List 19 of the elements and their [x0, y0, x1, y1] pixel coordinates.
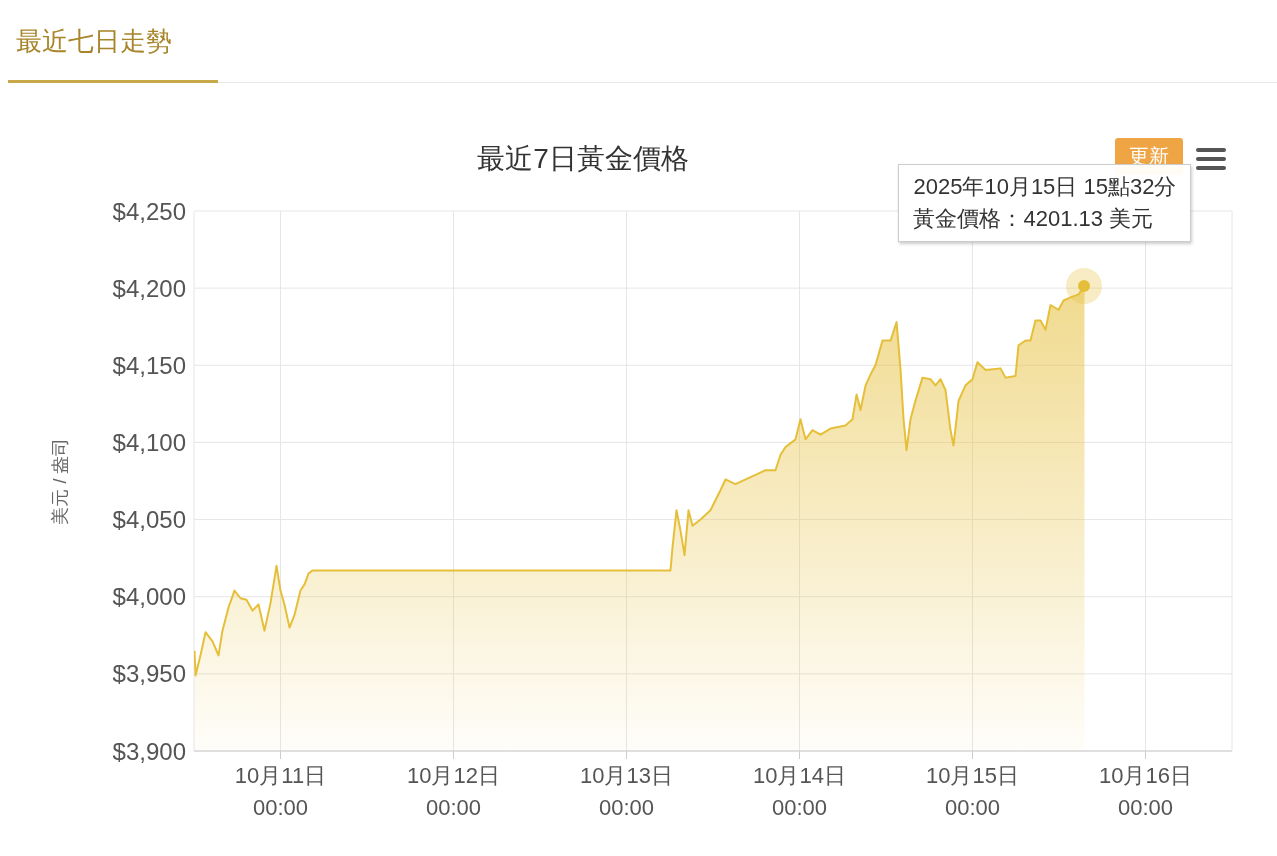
- y-tick-label: $4,200: [112, 274, 186, 302]
- y-tick-label: $4,250: [112, 197, 186, 225]
- y-tick-label: $3,950: [112, 660, 186, 688]
- y-axis-title: 美元 / 盎司: [49, 436, 71, 527]
- annotation: 黃金價格：4201.13 美元: [913, 205, 1155, 234]
- x-tick-label: 10月16日 00:00: [1099, 763, 1192, 820]
- y-tick-label: $4,050: [112, 506, 186, 534]
- y-tick-label: $4,100: [112, 428, 186, 456]
- y-tick-label: $3,900: [112, 737, 186, 765]
- x-tick-label: 10月11日 00:00: [234, 763, 327, 820]
- y-tick-label: $4,150: [112, 351, 186, 379]
- x-tick-label: 10月12日 00:00: [407, 763, 500, 820]
- y-tick-label: $4,000: [112, 583, 186, 611]
- x-tick-label: 10月14日 00:00: [753, 763, 846, 820]
- chart-title: 最近7日黃金價格: [476, 142, 690, 176]
- x-tick-label: 10月15日 00:00: [926, 763, 1019, 820]
- x-tick-label: 10月13日 00:00: [580, 763, 673, 820]
- text: 最近七日走勢: [16, 25, 172, 58]
- text: 2025年10月15日 15點32分: [913, 173, 1177, 202]
